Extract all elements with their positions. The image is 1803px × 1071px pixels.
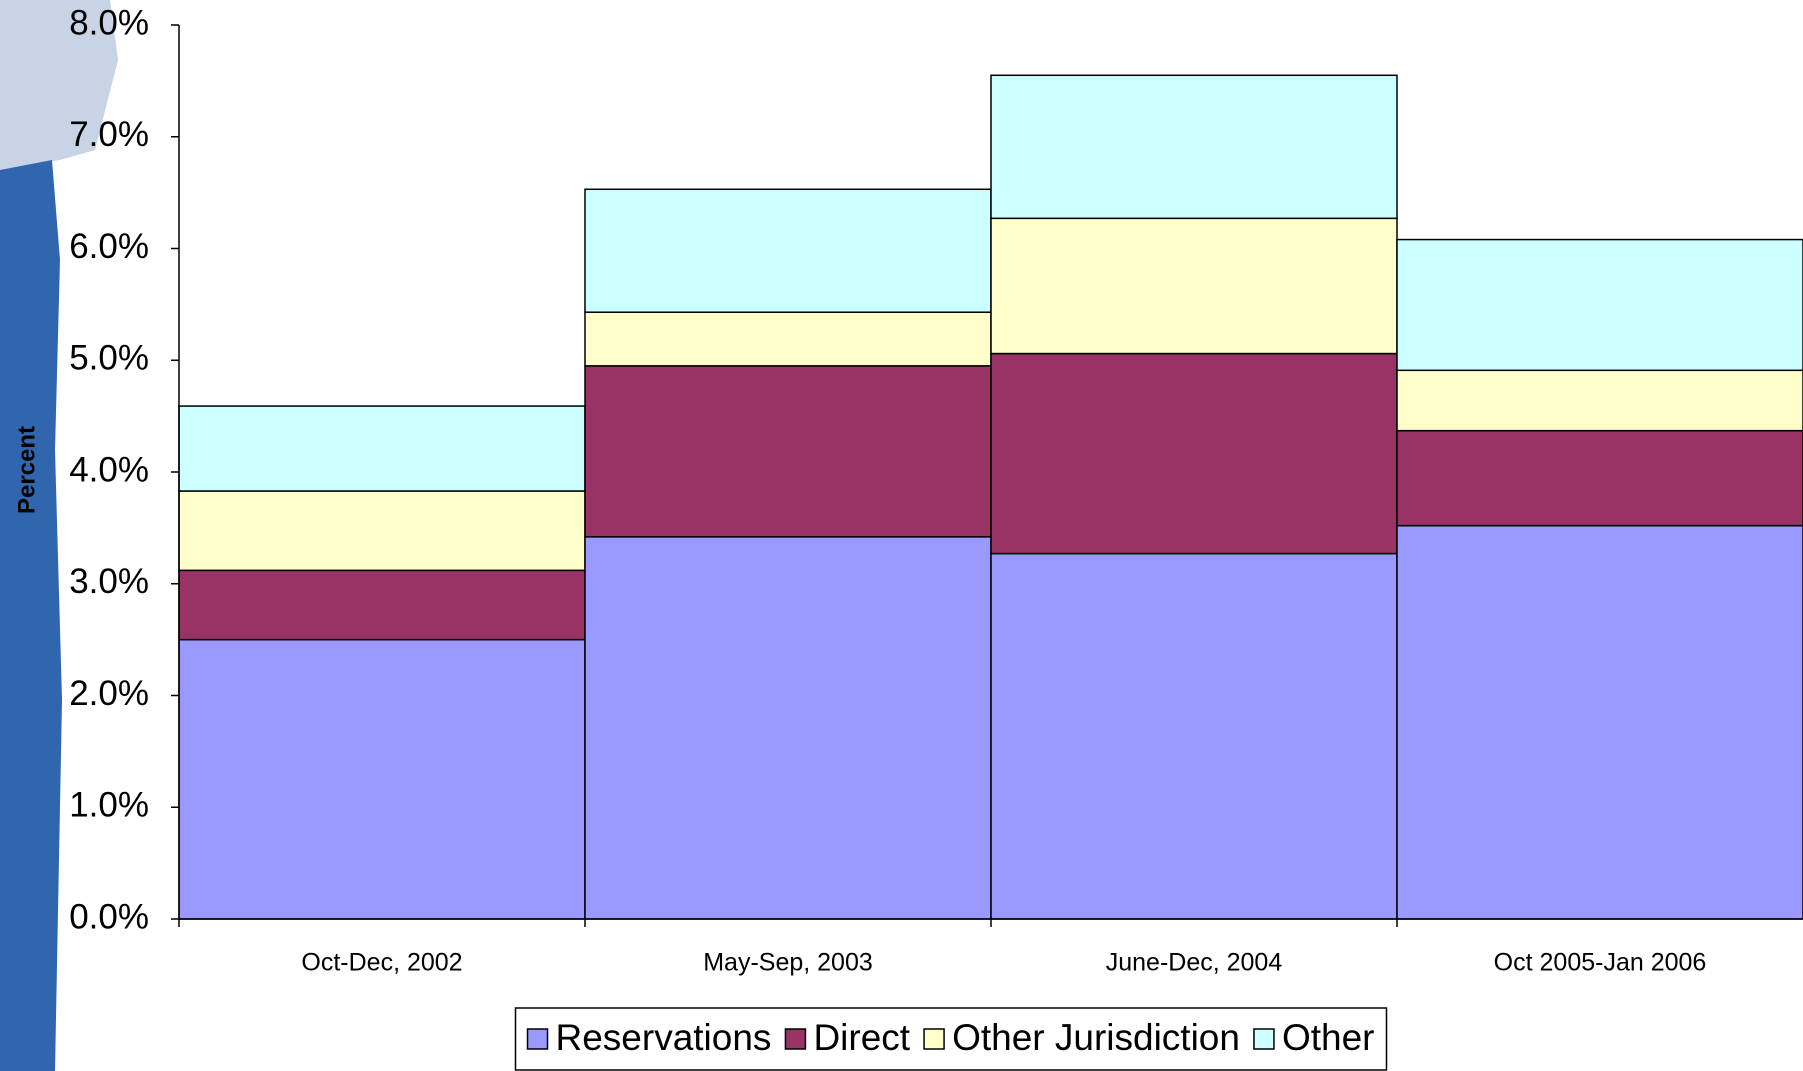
bar-segment	[585, 366, 991, 537]
legend: Reservations Direct Other Jurisdiction Othe…	[516, 1008, 1387, 1070]
bar-segment	[179, 570, 585, 639]
y-tick-label: 8.0%	[69, 3, 149, 42]
bar-segment	[1397, 431, 1803, 526]
y-tick-label: 3.0%	[69, 562, 149, 601]
bar-segment	[585, 312, 991, 366]
x-tick-label: June-Dec, 2004	[1106, 949, 1283, 977]
bar-segment	[991, 354, 1397, 554]
bar-segment	[585, 189, 991, 312]
legend-label: Direct	[813, 1017, 910, 1058]
legend-label: Other Jurisdiction	[952, 1017, 1240, 1058]
bar-segment	[179, 491, 585, 570]
x-tick-label: Oct 2005-Jan 2006	[1494, 949, 1707, 977]
y-axis-label: Percent	[13, 426, 40, 514]
y-tick-label: 2.0%	[69, 674, 149, 713]
legend-swatch	[785, 1029, 805, 1049]
bar-segment	[179, 406, 585, 491]
legend-label: Reservations	[556, 1017, 772, 1058]
bar-segment	[1397, 526, 1803, 919]
y-tick-label: 5.0%	[69, 339, 149, 378]
bar-segment	[991, 218, 1397, 353]
x-tick-label: May-Sep, 2003	[703, 949, 873, 977]
bar-segment	[179, 640, 585, 919]
y-tick-label: 6.0%	[69, 227, 149, 266]
y-tick-label: 0.0%	[69, 897, 149, 936]
bar-segment	[991, 554, 1397, 919]
bar-segment	[991, 75, 1397, 218]
legend-swatch	[924, 1029, 944, 1049]
y-tick-label: 1.0%	[69, 786, 149, 825]
y-tick-label: 7.0%	[69, 115, 149, 154]
y-tick-label: 4.0%	[69, 450, 149, 489]
legend-swatch	[528, 1029, 548, 1049]
legend-label: Other	[1282, 1017, 1375, 1058]
bar-segment	[1397, 370, 1803, 430]
x-tick-label: Oct-Dec, 2002	[301, 949, 462, 977]
chart: Percent Oct-Dec, 2002 May-Sep, 2003 June-D…	[0, 0, 1803, 1071]
bar-segment	[1397, 240, 1803, 371]
bar-segment	[585, 537, 991, 919]
legend-swatch	[1254, 1029, 1274, 1049]
